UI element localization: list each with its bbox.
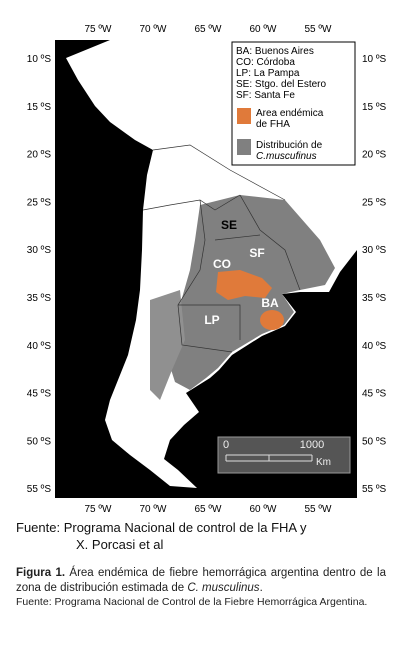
scale-unit: Km <box>316 457 331 468</box>
endemic-area <box>216 270 272 300</box>
borders <box>142 144 301 353</box>
scale-label: 1000 <box>300 439 324 451</box>
lon-label: 60 ºW <box>250 504 278 515</box>
legend-text: CO: Córdoba <box>236 57 295 68</box>
legend-text: Distribución de <box>256 140 323 151</box>
lon-label: 55 ºW <box>305 504 333 515</box>
lon-label: 75 ºW <box>85 504 113 515</box>
lon-label: 70 ºW <box>140 504 168 515</box>
caption: Figura 1. Área endémica de fiebre hemorr… <box>16 566 386 609</box>
lon-label: 65 ºW <box>195 24 223 35</box>
region-label: SF <box>249 246 264 260</box>
lat-label: 35 ºS <box>362 293 387 304</box>
legend-text: C.muscufinus <box>256 151 317 162</box>
caption-end: . <box>259 582 263 594</box>
source: Fuente: Programa Nacional de control de … <box>16 519 386 553</box>
lat-label: 40 ºS <box>362 341 387 352</box>
legend-text: LP: La Pampa <box>236 68 300 79</box>
lat-label: 25 ºS <box>27 197 52 208</box>
legend-text: BA: Buenos Aires <box>236 46 314 57</box>
region-label: SE <box>221 218 237 232</box>
region-label: BA <box>261 296 279 310</box>
lat-label: 20 ºS <box>27 150 52 161</box>
caption-text: Área endémica de fiebre hemorrágica arge… <box>16 567 386 594</box>
lon-label: 60 ºW <box>250 24 278 35</box>
region-label: LP <box>204 313 219 327</box>
lat-label: 40 ºS <box>27 341 52 352</box>
lon-label: 70 ºW <box>140 24 168 35</box>
lat-label: 30 ºS <box>362 245 387 256</box>
caption-species: C. musculinus <box>187 582 260 594</box>
source-line: Fuente: Programa Nacional de control de … <box>16 520 307 535</box>
lon-label: 65 ºW <box>195 504 223 515</box>
lat-label: 35 ºS <box>27 293 52 304</box>
lat-label: 15 ºS <box>362 102 387 113</box>
legend-text: SF: Santa Fe <box>236 90 295 101</box>
lon-label: 75 ºW <box>85 24 113 35</box>
lat-label: 45 ºS <box>27 389 52 400</box>
legend-text: Area endémica <box>256 108 324 119</box>
lon-label: 55 ºW <box>305 24 333 35</box>
scale-label: 0 <box>223 439 229 451</box>
lat-label: 10 ºS <box>362 54 387 65</box>
lat-label: 15 ºS <box>27 102 52 113</box>
lat-label: 10 ºS <box>27 54 52 65</box>
legend-text: SE: Stgo. del Estero <box>236 79 326 90</box>
legend-swatch <box>237 139 251 155</box>
caption-label: Figura 1. <box>16 567 66 579</box>
lat-label: 55 ºS <box>362 484 387 495</box>
scale-bar <box>225 454 313 462</box>
lat-label: 50 ºS <box>27 436 52 447</box>
endemic-area <box>260 310 284 330</box>
lat-label: 25 ºS <box>362 197 387 208</box>
lat-label: 20 ºS <box>362 150 387 161</box>
source-line: X. Porcasi et al <box>76 537 164 552</box>
distribution-area <box>150 290 185 400</box>
caption-source: Fuente: Programa Nacional de Control de … <box>16 596 368 608</box>
lat-label: 45 ºS <box>362 389 387 400</box>
legend-box <box>231 41 356 166</box>
lat-label: 30 ºS <box>27 245 52 256</box>
lat-label: 55 ºS <box>27 484 52 495</box>
legend-text: de FHA <box>256 119 290 130</box>
region-label: CO <box>213 257 231 271</box>
lat-label: 50 ºS <box>362 436 387 447</box>
legend-swatch <box>237 108 251 124</box>
map-figure: 75 ºW 75 ºW 70 ºW 70 ºW 65 ºW 65 ºW 60 ºW 60 ºW… <box>27 24 387 515</box>
